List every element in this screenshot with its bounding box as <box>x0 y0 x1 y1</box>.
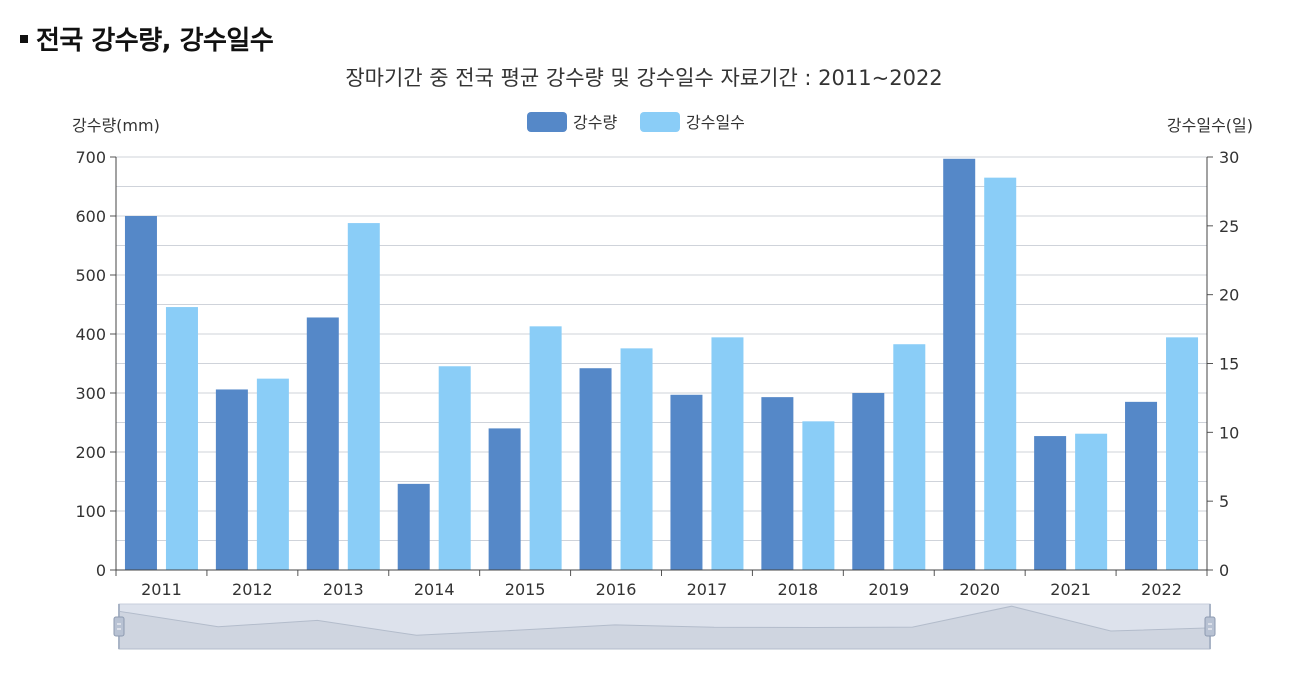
bars <box>124 158 1199 570</box>
bar-rain-days-2022[interactable] <box>1166 337 1199 570</box>
bar-rain-days-2018[interactable] <box>802 421 835 570</box>
zoom-handle-left[interactable] <box>113 604 125 649</box>
bar-rainfall-2013[interactable] <box>306 317 339 570</box>
y-left-tick-label: 400 <box>75 325 106 344</box>
chart-subtitle: 장마기간 중 전국 평균 강수량 및 강수일수 자료기간 : 2011~2022 <box>345 66 942 90</box>
y-left-tick-label: 600 <box>75 207 106 226</box>
axes: 0 100 200 300 400 500 600 700 0 5 10 15 20 25 30 2011 20… <box>75 148 1239 599</box>
section-header: 전국 강수량, 강수일수 <box>20 20 274 57</box>
x-tick-label: 2021 <box>1050 580 1091 599</box>
page-title: 전국 강수량, 강수일수 <box>36 26 274 56</box>
legend-swatch-rainfall <box>527 112 567 132</box>
bar-rain-days-2017[interactable] <box>711 337 744 570</box>
y-left-tick-label: 100 <box>75 502 106 521</box>
y-right-tick-label: 0 <box>1219 561 1229 580</box>
x-tick-label: 2018 <box>778 580 819 599</box>
chart-legend: 강수량 강수일수 <box>527 112 745 132</box>
bar-rainfall-2021[interactable] <box>1034 436 1067 570</box>
x-tick-label: 2020 <box>959 580 1000 599</box>
y-right-tick-label: 25 <box>1219 217 1239 236</box>
legend-label-rainfall: 강수량 <box>573 113 617 132</box>
y-left-axis-label: 강수량(mm) <box>72 116 160 135</box>
legend-label-rain-days: 강수일수 <box>686 113 745 132</box>
bar-rainfall-2020[interactable] <box>943 158 976 570</box>
x-tick-label: 2011 <box>141 580 182 599</box>
bar-rain-days-2014[interactable] <box>438 366 471 570</box>
y-right-tick-label: 10 <box>1219 423 1239 442</box>
y-left-tick-label: 700 <box>75 148 106 167</box>
bar-rainfall-2016[interactable] <box>579 368 612 570</box>
bar-rain-days-2011[interactable] <box>165 307 198 570</box>
x-tick-label: 2016 <box>596 580 637 599</box>
y-right-tick-label: 15 <box>1219 355 1239 374</box>
bar-rain-days-2020[interactable] <box>984 177 1017 570</box>
bullet-icon <box>20 34 28 43</box>
bar-rain-days-2012[interactable] <box>256 378 289 570</box>
bar-rainfall-2017[interactable] <box>670 394 703 570</box>
bar-rainfall-2018[interactable] <box>761 397 794 570</box>
bar-rain-days-2015[interactable] <box>529 326 562 570</box>
x-tick-label: 2014 <box>414 580 455 599</box>
zoom-handle-grip <box>1204 616 1216 637</box>
y-left-tick-label: 500 <box>75 266 106 285</box>
bar-rainfall-2022[interactable] <box>1125 401 1158 570</box>
legend-item-rain-days[interactable]: 강수일수 <box>640 112 745 132</box>
x-tick-label: 2012 <box>232 580 273 599</box>
y-left-tick-label: 200 <box>75 443 106 462</box>
data-zoom-slider[interactable] <box>113 603 1216 650</box>
x-tick-label: 2013 <box>323 580 364 599</box>
y-left-tick-label: 300 <box>75 384 106 403</box>
x-tick-label: 2017 <box>687 580 728 599</box>
x-tick-label: 2019 <box>868 580 909 599</box>
y-right-tick-label: 20 <box>1219 286 1239 305</box>
bar-rainfall-2014[interactable] <box>397 483 430 570</box>
bar-rainfall-2015[interactable] <box>488 428 521 570</box>
zoom-handle-grip <box>113 616 125 637</box>
bar-rain-days-2016[interactable] <box>620 348 653 570</box>
y-right-tick-label: 30 <box>1219 148 1239 167</box>
x-tick-label: 2022 <box>1141 580 1182 599</box>
bar-rainfall-2012[interactable] <box>215 389 248 570</box>
bar-rain-days-2013[interactable] <box>347 223 380 570</box>
bar-rainfall-2011[interactable] <box>124 216 157 570</box>
x-tick-label: 2015 <box>505 580 546 599</box>
y-left-tick-label: 0 <box>96 561 106 580</box>
y-right-axis-label: 강수일수(일) <box>1167 116 1253 135</box>
bar-rain-days-2021[interactable] <box>1075 433 1108 570</box>
zoom-handle-right[interactable] <box>1204 604 1216 649</box>
bar-rainfall-2019[interactable] <box>852 393 885 570</box>
legend-item-rainfall[interactable]: 강수량 <box>527 112 617 132</box>
bar-rain-days-2019[interactable] <box>893 344 926 570</box>
y-right-tick-label: 5 <box>1219 492 1229 511</box>
data-zoom-preview <box>118 605 1211 650</box>
grid-lines <box>116 156 1207 571</box>
legend-swatch-rain-days <box>640 112 680 132</box>
